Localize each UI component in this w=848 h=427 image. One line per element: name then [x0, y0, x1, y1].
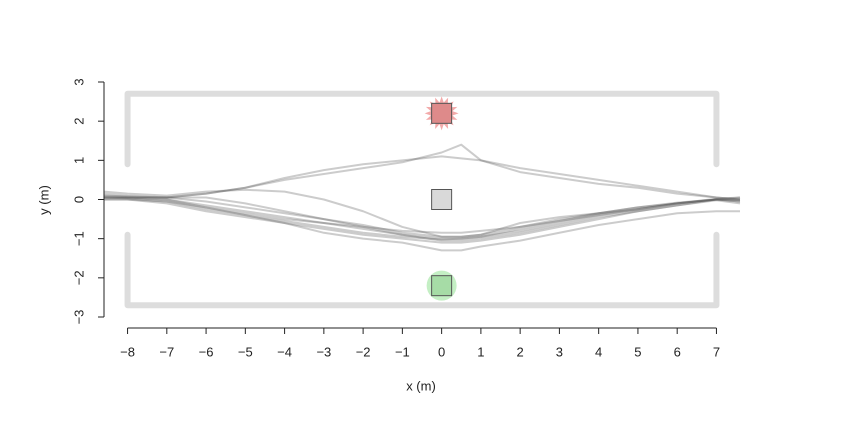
- trajectory: [104, 155, 741, 201]
- x-tick-label: −7: [159, 344, 174, 359]
- trajectory: [104, 196, 741, 234]
- y-tick-label: 1: [71, 157, 86, 164]
- y-tick-label: −3: [71, 310, 86, 325]
- x-tick-label: 2: [517, 344, 524, 359]
- y-tick-label: 3: [71, 78, 86, 85]
- trajectory: [104, 196, 741, 244]
- x-tick-label: 0: [438, 344, 445, 359]
- trajectory: [103, 194, 741, 240]
- trajectory: [103, 192, 741, 242]
- y-tick-label: 2: [71, 118, 86, 125]
- trajectory: [103, 194, 741, 238]
- wall: [124, 231, 720, 309]
- wall: [124, 90, 720, 168]
- y-tick-label: −1: [71, 231, 86, 246]
- x-tick-label: −6: [199, 344, 214, 359]
- x-tick-label: 5: [634, 344, 641, 359]
- x-tick-label: 7: [713, 344, 720, 359]
- y-tick-label: −2: [71, 270, 86, 285]
- x-tick-label: −1: [395, 344, 410, 359]
- x-tick-label: −2: [356, 344, 371, 359]
- x-tick-label: 4: [595, 344, 602, 359]
- x-tick-label: −5: [238, 344, 253, 359]
- y-axis-label: y (m): [36, 185, 51, 215]
- marker: [431, 189, 453, 210]
- marker: [431, 102, 453, 124]
- marker: [431, 275, 453, 297]
- x-tick-label: 1: [477, 344, 484, 359]
- x-axis-label: x (m): [406, 378, 436, 393]
- y-tick-label: 0: [71, 196, 86, 203]
- x-tick-label: 3: [556, 344, 563, 359]
- x-tick-label: −3: [316, 344, 331, 359]
- x-tick-label: −4: [277, 344, 292, 359]
- trajectory: [103, 188, 741, 238]
- trajectory: [104, 196, 740, 252]
- trajectory: [103, 196, 740, 241]
- x-tick-label: 6: [674, 344, 681, 359]
- trajectory: [104, 143, 741, 201]
- x-tick-label: −8: [120, 344, 135, 359]
